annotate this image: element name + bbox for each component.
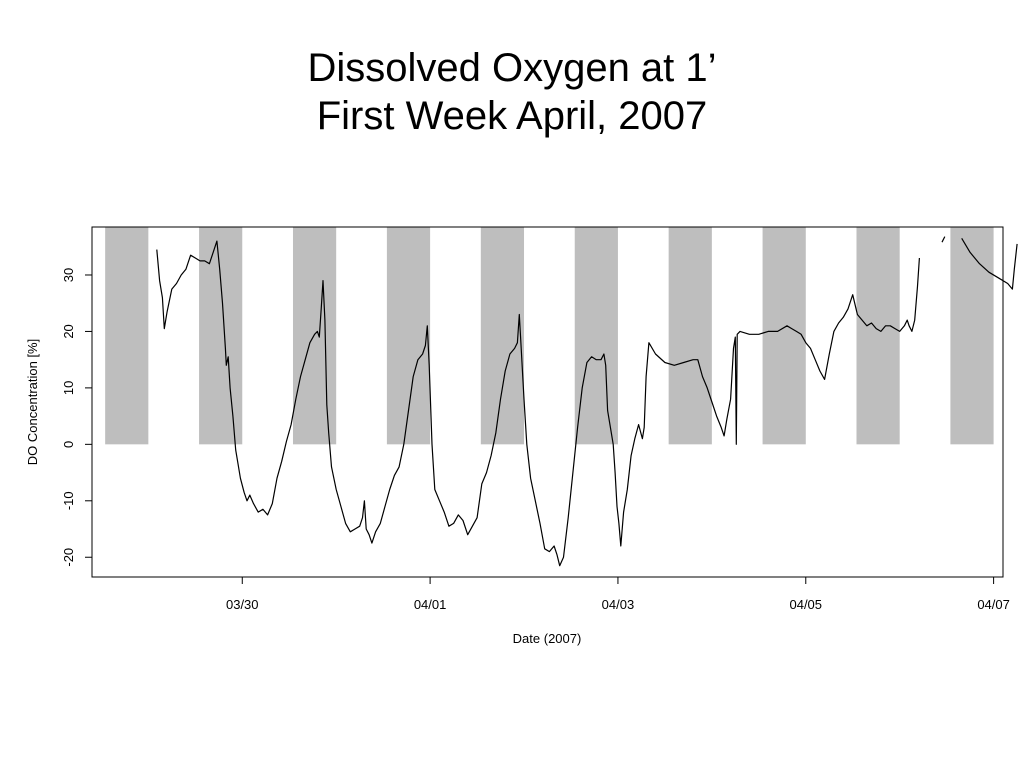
x-tick-label-4: 04/07: [977, 597, 1010, 612]
y-tick-label-1: -10: [61, 491, 76, 510]
night-band-1: [199, 227, 243, 445]
series-lines: [156, 236, 1018, 567]
x-axis: 03/30 04/01 04/03 04/05 04/07: [226, 577, 1010, 612]
chart-title-line-1: Dissolved Oxygen at 1’: [307, 46, 717, 90]
night-band-0: [105, 227, 149, 445]
y-tick-label-3: 10: [61, 381, 76, 395]
night-band-2: [292, 227, 337, 445]
night-band-9: [950, 227, 994, 445]
night-band-4: [480, 227, 525, 445]
y-axis: -20 -10 0 10 20 30: [61, 268, 92, 567]
y-tick-label-2: 0: [61, 441, 76, 448]
chart-title-line-2: First Week April, 2007: [316, 94, 708, 138]
night-band-8: [856, 227, 900, 445]
x-axis-label: Date (2007): [513, 631, 582, 646]
x-tick-label-2: 04/03: [602, 597, 635, 612]
plot-frame: [91, 226, 1004, 578]
series-0-segment-1: [941, 236, 946, 243]
series-0-segment-2: [961, 237, 1018, 290]
y-tick-label-4: 20: [61, 324, 76, 338]
x-tick-label-1: 04/01: [414, 597, 447, 612]
x-tick-label-3: 04/05: [789, 597, 822, 612]
night-band-6: [668, 227, 712, 445]
series-0-segment-0: [156, 240, 920, 567]
y-tick-label-5: 30: [61, 268, 76, 282]
chart-title: Dissolved Oxygen at 1’ First Week April,…: [0, 44, 1024, 140]
night-bands: [105, 227, 994, 445]
night-band-7: [762, 227, 806, 445]
x-tick-label-0: 03/30: [226, 597, 259, 612]
y-tick-label-0: -20: [61, 548, 76, 567]
y-axis-label: DO Concentration [%]: [25, 339, 40, 465]
night-band-5: [574, 227, 618, 445]
